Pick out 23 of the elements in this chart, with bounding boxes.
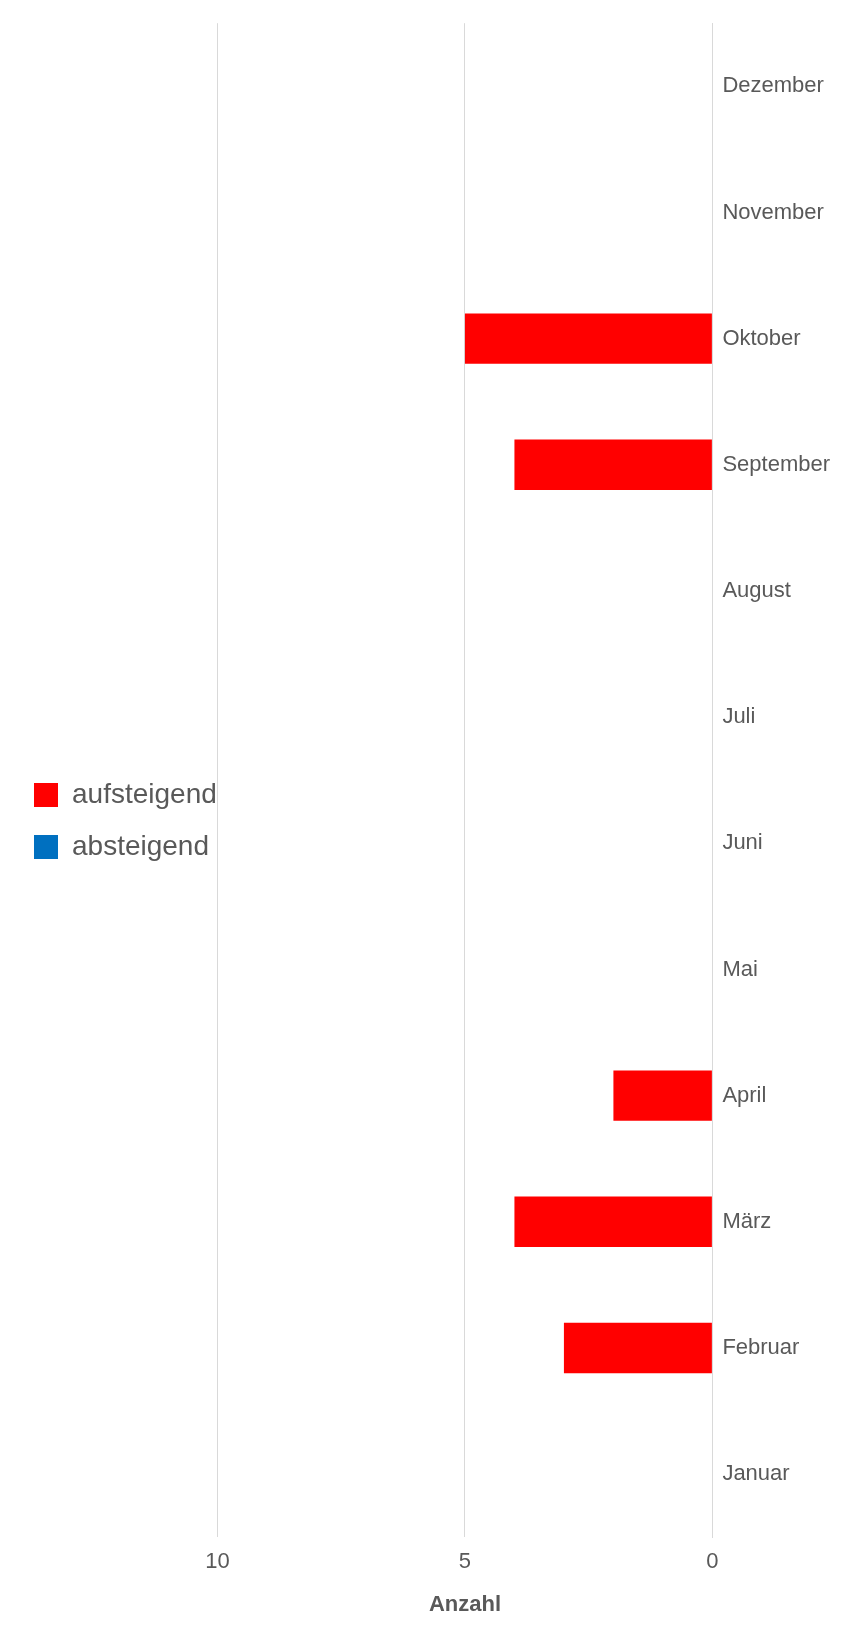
y-tick-label: April bbox=[722, 1081, 767, 1107]
x-axis-title: Anzahl bbox=[428, 1590, 501, 1616]
x-tick-label: 10 bbox=[205, 1548, 230, 1574]
bar bbox=[514, 439, 712, 491]
y-tick-label: Oktober bbox=[722, 324, 801, 350]
y-tick-label: Dezember bbox=[722, 72, 824, 98]
y-tick-label: Juni bbox=[722, 829, 763, 855]
y-tick-label: September bbox=[722, 450, 831, 476]
legend-label: aufsteigend bbox=[72, 777, 217, 809]
x-tick-label: 0 bbox=[706, 1548, 719, 1574]
y-tick-label: November bbox=[722, 198, 824, 224]
y-tick-label: März bbox=[722, 1207, 772, 1233]
x-tick-label: 5 bbox=[458, 1548, 472, 1574]
bar bbox=[563, 1322, 712, 1374]
y-tick-label: Juli bbox=[722, 703, 756, 729]
bar bbox=[514, 1196, 712, 1248]
y-tick-label: Februar bbox=[722, 1334, 800, 1360]
legend-label: absteigend bbox=[72, 829, 210, 861]
bar bbox=[613, 1070, 712, 1121]
y-tick-label: Mai bbox=[722, 955, 758, 981]
y-tick-label: Januar bbox=[722, 1460, 790, 1486]
bar bbox=[464, 313, 712, 364]
y-tick-label: August bbox=[722, 577, 791, 603]
